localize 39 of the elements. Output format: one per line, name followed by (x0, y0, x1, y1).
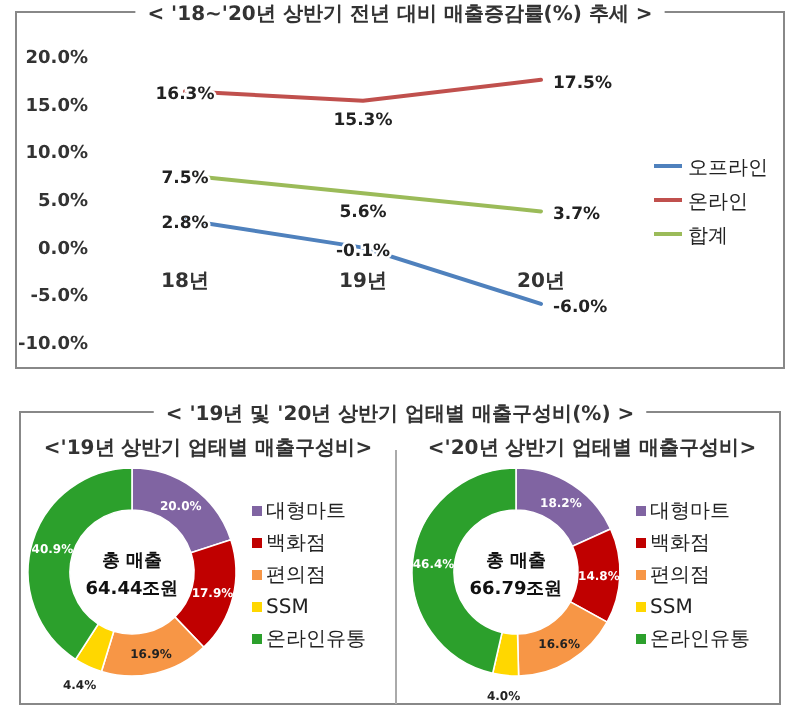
chart-title: < '18~'20년 상반기 전년 대비 매출증감률(%) 추세 > (147, 4, 653, 26)
y-tick-label: 20.0% (25, 49, 88, 69)
legend-label: 온라인유통 (650, 629, 750, 651)
legend-label: 오프라인 (688, 158, 768, 180)
y-tick-label: -5.0% (30, 287, 88, 308)
chart-title: <'19년 상반기 업태별 매출구성비> (43, 438, 373, 460)
legend-label: 백화점 (266, 533, 326, 555)
data-label: 3.7% (553, 205, 602, 226)
legend-label: 합계 (688, 226, 728, 248)
legend-label: 대형마트 (266, 501, 346, 523)
data-label: 7.5% (161, 169, 210, 190)
data-label: 5.6% (339, 203, 388, 224)
text: 총 매출 (101, 550, 163, 572)
y-tick-label: -10.0% (18, 335, 88, 355)
text: 66.79조원 (469, 580, 563, 600)
text: 64.44조원 (85, 580, 179, 600)
y-tick-label: 5.0% (38, 192, 88, 212)
y-tick-label: 15.0% (25, 96, 88, 117)
x-tick-label: 19년 (339, 270, 387, 293)
legend-label: 백화점 (650, 533, 710, 555)
data-label: 15.3% (333, 110, 394, 131)
legend-label: 대형마트 (650, 501, 730, 523)
y-tick-label: 0.0% (38, 239, 88, 260)
legend-label: 편의점 (650, 565, 710, 587)
text: < '19년 및 '20년 상반기 업태별 매출구성비(%) > (165, 404, 635, 426)
legend-label: SSM (266, 597, 309, 619)
legend-label: 편의점 (266, 565, 326, 587)
data-label: 2.8% (161, 213, 210, 234)
y-tick-label: 10.0% (25, 144, 88, 165)
text: 총 매출 (485, 550, 547, 572)
legend-label: SSM (650, 597, 693, 619)
chart-title: <'20년 상반기 업태별 매출구성비> (427, 438, 757, 460)
x-tick-label: 20년 (517, 270, 565, 293)
data-label: 17.5% (553, 73, 613, 94)
x-tick-label: 18년 (161, 270, 209, 293)
data-label: -6.0% (553, 297, 609, 318)
legend-label: 온라인유통 (266, 629, 366, 651)
legend-label: 온라인 (688, 192, 748, 214)
data-label: 16.3% (155, 85, 216, 106)
